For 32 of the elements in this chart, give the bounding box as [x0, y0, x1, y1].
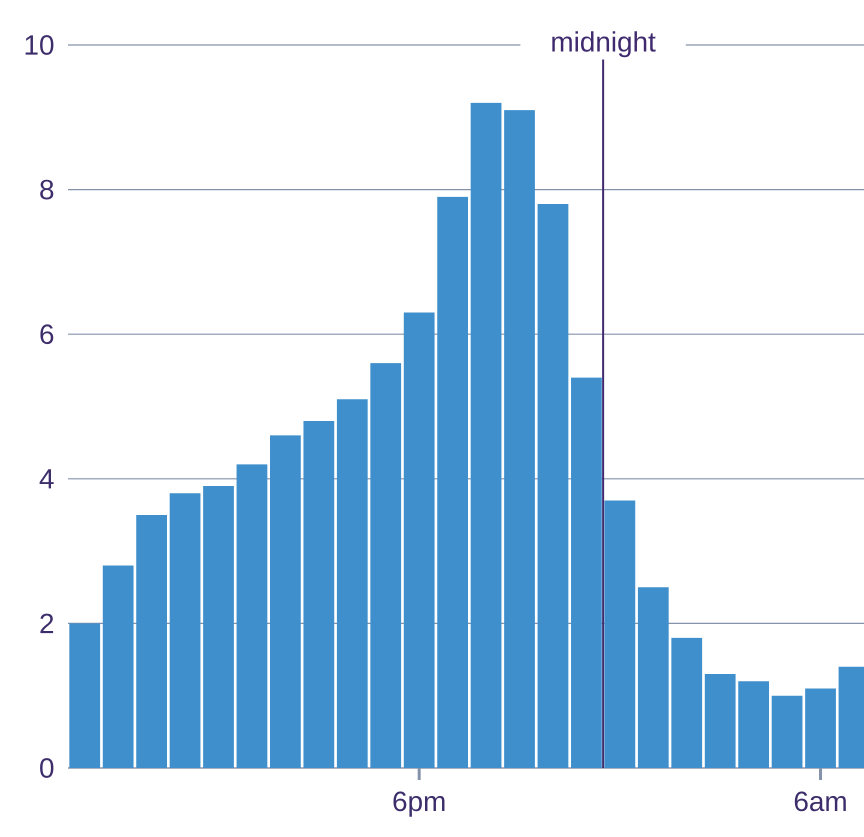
x-tick-label: 6am [794, 792, 846, 812]
bar [404, 312, 435, 768]
bar [236, 464, 268, 768]
x-tick-label: 6pm [393, 792, 444, 817]
bar [102, 566, 134, 768]
bar [772, 696, 802, 768]
y-tick-label: 2 [40, 614, 54, 634]
bar [638, 587, 669, 768]
y-tick-label: 0 [40, 758, 54, 778]
y-tick-label: 4 [40, 469, 54, 488]
annotation: midnight [552, 31, 656, 58]
bar [671, 638, 702, 768]
bar [704, 674, 736, 768]
bar [203, 486, 234, 768]
bar [738, 681, 770, 768]
y-tick-label: 10 [26, 35, 54, 55]
bar [136, 514, 167, 768]
y-tick-label: 6 [40, 324, 54, 344]
bar [336, 399, 368, 768]
bar [303, 420, 334, 768]
bar [504, 110, 535, 768]
bar [604, 500, 636, 768]
bar [571, 378, 602, 768]
bar [805, 688, 836, 768]
bar [470, 102, 502, 768]
bar [69, 623, 100, 768]
bar [270, 435, 301, 768]
bar [538, 204, 568, 768]
bar [170, 493, 200, 768]
y-tick-label: 8 [40, 180, 54, 200]
bar [370, 363, 402, 768]
bar [437, 196, 468, 768]
